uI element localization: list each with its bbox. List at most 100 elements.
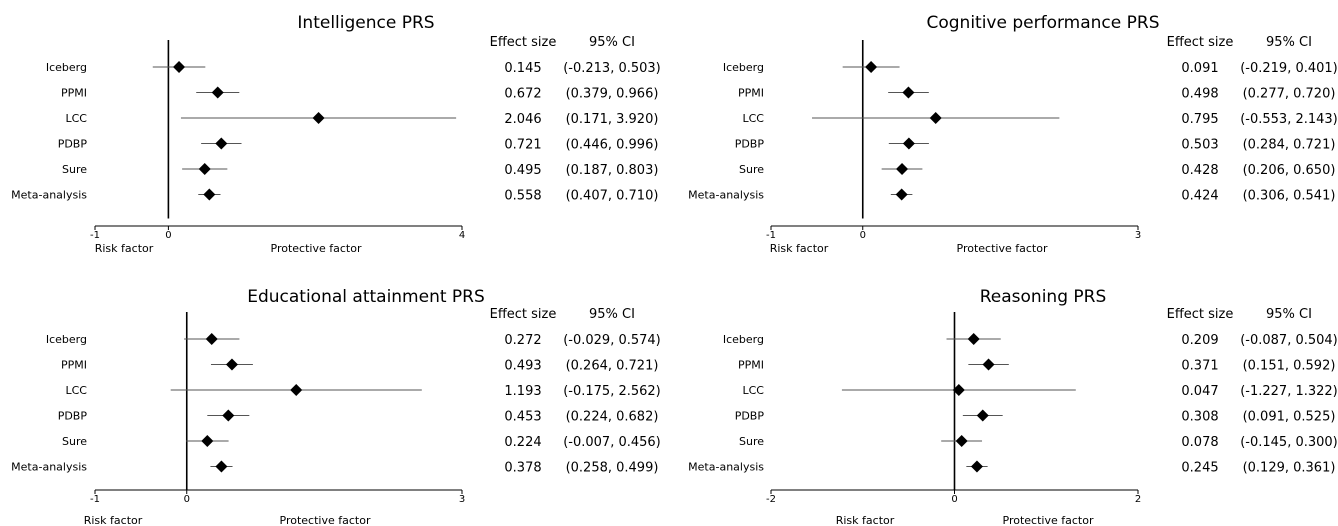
ci-header: 95% CI xyxy=(1266,307,1312,322)
study-label: PPMI xyxy=(738,359,764,372)
effect-size-value: 0.078 xyxy=(1181,435,1218,450)
effect-diamond xyxy=(222,409,235,422)
study-label: LCC xyxy=(743,112,765,125)
study-label: LCC xyxy=(743,384,765,397)
effect-size-value: 0.308 xyxy=(1181,410,1218,425)
ci-header: 95% CI xyxy=(1266,35,1312,50)
study-label: Sure xyxy=(739,163,764,176)
panel-title: Educational attainment PRS xyxy=(247,287,485,307)
ci-value: (0.224, 0.682) xyxy=(566,410,659,425)
effect-diamond xyxy=(865,61,878,73)
protective-factor-label: Protective factor xyxy=(271,242,362,255)
risk-factor-label: Risk factor xyxy=(95,242,154,255)
ci-value: (0.277, 0.720) xyxy=(1243,87,1336,102)
ci-value: (0.206, 0.650) xyxy=(1243,163,1336,178)
forest-panel-4: Reasoning PRS Effect size 95% CI Iceberg 0.2… xyxy=(688,287,1338,526)
effect-size-value: 0.795 xyxy=(1181,112,1218,127)
x-tick-label: 3 xyxy=(459,494,465,505)
effect-diamond xyxy=(225,358,238,371)
effect-size-value: 0.145 xyxy=(504,61,541,76)
effect-size-value: 0.224 xyxy=(504,435,541,450)
effect-diamond xyxy=(173,61,186,73)
effect-size-value: 0.503 xyxy=(1181,138,1218,153)
effect-diamond xyxy=(312,112,325,124)
effect-diamond xyxy=(215,460,228,473)
effect-diamond xyxy=(970,460,983,473)
effect-size-value: 0.493 xyxy=(504,359,541,374)
effect-size-value: 0.424 xyxy=(1181,189,1218,204)
study-label: PDBP xyxy=(58,410,88,423)
forest-panel-2: Cognitive performance PRS Effect size 95% … xyxy=(688,13,1338,255)
study-label: LCC xyxy=(66,112,88,125)
forest-panel-1: Intelligence PRS Effect size 95% CI Iceberg… xyxy=(11,13,661,255)
ci-value: (-0.219, 0.401) xyxy=(1240,61,1338,76)
ci-value: (0.187, 0.803) xyxy=(566,163,659,178)
effect-diamond xyxy=(203,188,216,201)
study-label: Iceberg xyxy=(46,333,87,346)
panel-title: Reasoning PRS xyxy=(980,287,1107,307)
effect-size-header: Effect size xyxy=(490,307,557,322)
ci-value: (0.091, 0.525) xyxy=(1243,410,1336,425)
effect-diamond xyxy=(929,112,942,124)
effect-diamond xyxy=(982,358,995,371)
study-label: PPMI xyxy=(61,87,87,100)
effect-diamond xyxy=(215,137,228,150)
effect-diamond xyxy=(211,86,224,99)
study-label: PDBP xyxy=(58,138,88,151)
risk-factor-label: Risk factor xyxy=(84,514,143,526)
effect-diamond xyxy=(201,435,214,447)
effect-size-value: 0.672 xyxy=(504,87,541,102)
effect-diamond xyxy=(976,409,989,422)
ci-value: (0.151, 0.592) xyxy=(1243,359,1336,374)
study-label: Iceberg xyxy=(46,61,87,74)
effect-size-value: 0.272 xyxy=(504,333,541,348)
effect-size-value: 1.193 xyxy=(504,384,541,399)
effect-diamond xyxy=(198,163,211,175)
x-tick-label: -2 xyxy=(766,494,776,505)
study-label: Meta-analysis xyxy=(688,189,764,202)
effect-diamond xyxy=(955,435,968,447)
study-label: Sure xyxy=(739,435,764,448)
x-tick-label: 0 xyxy=(951,494,957,505)
ci-header: 95% CI xyxy=(589,307,635,322)
ci-value: (0.258, 0.499) xyxy=(566,461,659,476)
effect-diamond xyxy=(896,163,909,175)
effect-size-value: 0.453 xyxy=(504,410,541,425)
ci-value: (0.284, 0.721) xyxy=(1243,138,1336,153)
x-tick-label: 4 xyxy=(459,230,465,241)
effect-size-value: 0.371 xyxy=(1181,359,1218,374)
study-label: PDBP xyxy=(735,410,765,423)
effect-size-value: 0.428 xyxy=(1181,163,1218,178)
effect-diamond xyxy=(895,188,908,201)
effect-size-header: Effect size xyxy=(1167,35,1234,50)
study-label: Meta-analysis xyxy=(11,461,87,474)
x-tick-label: -1 xyxy=(90,494,100,505)
ci-value: (-0.175, 2.562) xyxy=(563,384,661,399)
effect-diamond xyxy=(952,384,965,396)
ci-value: (0.171, 3.920) xyxy=(566,112,659,127)
ci-value: (-1.227, 1.322) xyxy=(1240,384,1338,399)
effect-size-value: 0.558 xyxy=(504,189,541,204)
ci-value: (0.306, 0.541) xyxy=(1243,189,1336,204)
effect-diamond xyxy=(967,333,980,345)
effect-size-value: 0.498 xyxy=(1181,87,1218,102)
ci-value: (0.264, 0.721) xyxy=(566,359,659,374)
effect-size-value: 0.495 xyxy=(504,163,541,178)
effect-diamond xyxy=(902,137,915,150)
study-label: Iceberg xyxy=(723,61,764,74)
x-tick-label: 0 xyxy=(860,230,866,241)
protective-factor-label: Protective factor xyxy=(1003,514,1094,526)
effect-size-value: 0.091 xyxy=(1181,61,1218,76)
ci-value: (-0.029, 0.574) xyxy=(563,333,661,348)
ci-value: (-0.553, 2.143) xyxy=(1240,112,1338,127)
study-label: PDBP xyxy=(735,138,765,151)
effect-size-value: 0.209 xyxy=(1181,333,1218,348)
study-label: Meta-analysis xyxy=(688,461,764,474)
ci-value: (0.407, 0.710) xyxy=(566,189,659,204)
panel-title: Cognitive performance PRS xyxy=(926,13,1159,33)
effect-diamond xyxy=(205,333,218,345)
ci-value: (0.446, 0.996) xyxy=(566,138,659,153)
study-label: PPMI xyxy=(61,359,87,372)
x-tick-label: 0 xyxy=(165,230,171,241)
